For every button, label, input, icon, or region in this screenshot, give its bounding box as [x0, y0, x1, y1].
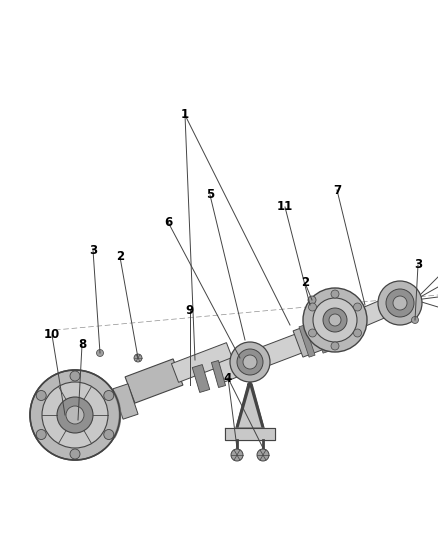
Circle shape [104, 391, 114, 400]
Circle shape [134, 354, 142, 362]
Polygon shape [216, 354, 247, 382]
Circle shape [411, 317, 418, 324]
Polygon shape [349, 300, 389, 330]
Circle shape [313, 298, 357, 342]
Circle shape [378, 281, 422, 325]
Circle shape [353, 329, 361, 337]
Circle shape [308, 329, 317, 337]
Text: 3: 3 [89, 244, 97, 256]
Polygon shape [299, 325, 315, 357]
Polygon shape [313, 321, 329, 353]
Circle shape [237, 349, 263, 375]
Text: 5: 5 [206, 189, 214, 201]
Circle shape [243, 355, 257, 369]
Text: 7: 7 [333, 183, 341, 197]
Text: 3: 3 [414, 259, 422, 271]
Circle shape [96, 350, 103, 357]
Circle shape [36, 391, 46, 400]
Text: 8: 8 [78, 338, 86, 351]
Polygon shape [236, 346, 264, 377]
Circle shape [308, 303, 317, 311]
Polygon shape [171, 343, 233, 382]
Polygon shape [236, 384, 264, 428]
Text: 9: 9 [186, 303, 194, 317]
Circle shape [57, 397, 93, 433]
Circle shape [36, 430, 46, 440]
Circle shape [104, 430, 114, 440]
Circle shape [323, 308, 347, 332]
Circle shape [70, 371, 80, 381]
Polygon shape [113, 384, 138, 419]
Text: 6: 6 [164, 215, 172, 229]
Polygon shape [192, 365, 210, 392]
Polygon shape [125, 359, 183, 403]
Text: 1: 1 [181, 109, 189, 122]
Circle shape [331, 342, 339, 350]
Circle shape [303, 288, 367, 352]
Circle shape [42, 382, 108, 448]
Circle shape [70, 449, 80, 459]
Polygon shape [212, 360, 226, 387]
Text: 2: 2 [301, 277, 309, 289]
Circle shape [257, 449, 269, 461]
Circle shape [331, 290, 339, 298]
Circle shape [230, 342, 270, 382]
Text: 11: 11 [277, 200, 293, 214]
Circle shape [308, 296, 316, 304]
Circle shape [386, 289, 414, 317]
Polygon shape [225, 428, 275, 440]
Text: 2: 2 [116, 251, 124, 263]
Polygon shape [293, 319, 335, 357]
Text: 10: 10 [44, 328, 60, 342]
Text: 4: 4 [224, 372, 232, 384]
Circle shape [231, 449, 243, 461]
Circle shape [393, 296, 407, 310]
Circle shape [30, 370, 120, 460]
Circle shape [329, 314, 341, 326]
Circle shape [353, 303, 361, 311]
Circle shape [66, 406, 84, 424]
Polygon shape [254, 334, 304, 368]
